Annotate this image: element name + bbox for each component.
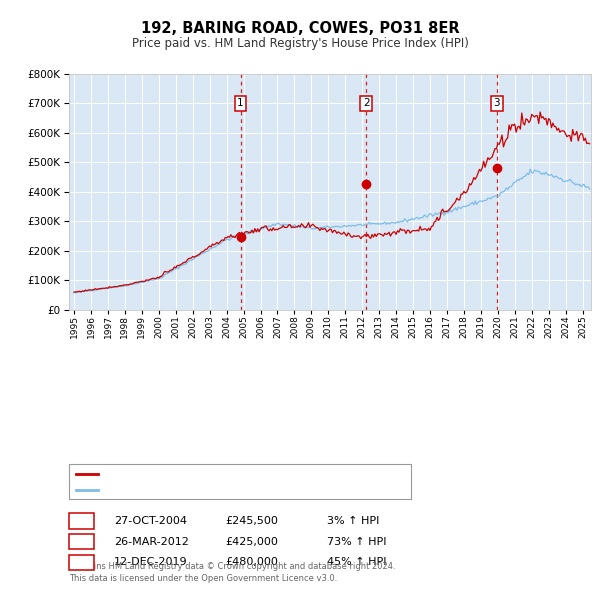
Text: 1: 1 xyxy=(237,99,244,109)
Text: Contains HM Land Registry data © Crown copyright and database right 2024.
This d: Contains HM Land Registry data © Crown c… xyxy=(69,562,395,583)
Text: 1: 1 xyxy=(78,516,85,526)
Text: 45% ↑ HPI: 45% ↑ HPI xyxy=(327,558,386,567)
Text: Price paid vs. HM Land Registry's House Price Index (HPI): Price paid vs. HM Land Registry's House … xyxy=(131,37,469,50)
Text: 73% ↑ HPI: 73% ↑ HPI xyxy=(327,537,386,546)
Text: £425,000: £425,000 xyxy=(225,537,278,546)
Text: £245,500: £245,500 xyxy=(225,516,278,526)
Text: HPI: Average price, detached house, Isle of Wight: HPI: Average price, detached house, Isle… xyxy=(103,485,344,495)
Text: £480,000: £480,000 xyxy=(225,558,278,567)
Text: 3: 3 xyxy=(494,99,500,109)
Text: 192, BARING ROAD, COWES, PO31 8ER (detached house): 192, BARING ROAD, COWES, PO31 8ER (detac… xyxy=(103,469,383,479)
Text: 3: 3 xyxy=(78,558,85,567)
Text: 2: 2 xyxy=(363,99,370,109)
Text: 12-DEC-2019: 12-DEC-2019 xyxy=(114,558,188,567)
Text: 2: 2 xyxy=(78,537,85,546)
Text: 192, BARING ROAD, COWES, PO31 8ER: 192, BARING ROAD, COWES, PO31 8ER xyxy=(140,21,460,35)
Text: 27-OCT-2004: 27-OCT-2004 xyxy=(114,516,187,526)
Text: 26-MAR-2012: 26-MAR-2012 xyxy=(114,537,189,546)
Text: 3% ↑ HPI: 3% ↑ HPI xyxy=(327,516,379,526)
